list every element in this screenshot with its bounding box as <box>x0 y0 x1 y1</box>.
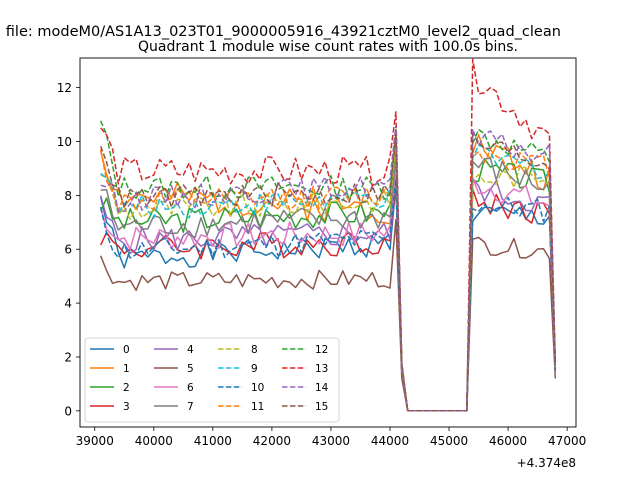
legend-box <box>84 337 340 423</box>
y-tick-label: 12 <box>57 81 72 95</box>
axis-ticks: 39000 40000 41000 42000 43000 44000 45000 46000… <box>57 81 587 448</box>
legend-label-10: 10 <box>251 382 264 394</box>
series-line-12 <box>100 120 557 412</box>
legend-label-7: 7 <box>187 401 194 413</box>
x-tick-label: 43000 <box>312 434 350 448</box>
legend-label-4: 4 <box>187 344 194 356</box>
y-tick-label: 6 <box>64 243 72 257</box>
x-tick-label: 46000 <box>489 434 527 448</box>
legend-label-9: 9 <box>251 363 258 375</box>
plot-lines <box>99 58 557 412</box>
y-tick-label: 0 <box>64 404 72 418</box>
legend-label-5: 5 <box>187 363 194 375</box>
x-tick-label: 47000 <box>548 434 586 448</box>
x-tick-label: 40000 <box>135 434 173 448</box>
series-line-15 <box>99 132 557 412</box>
x-tick-label: 41000 <box>194 434 232 448</box>
series-line-13 <box>100 58 557 412</box>
series-line-7 <box>100 156 557 412</box>
chart-title: Quadrant 1 module wise count rates with … <box>138 39 518 55</box>
x-offset-label: +4.374e8 <box>517 456 576 470</box>
legend-label-15: 15 <box>315 401 328 413</box>
legend-label-6: 6 <box>187 382 194 394</box>
y-tick-label: 2 <box>64 350 72 364</box>
legend-label-2: 2 <box>123 382 130 394</box>
legend-label-1: 1 <box>123 363 130 375</box>
series-line-10 <box>99 178 557 412</box>
series-line-9 <box>100 138 557 412</box>
legend-label-8: 8 <box>251 344 258 356</box>
x-tick-label: 44000 <box>371 434 409 448</box>
figure-suptitle: n file: modeM0/AS1A13_023T01_9000005916_… <box>0 24 561 40</box>
x-tick-label: 39000 <box>76 434 114 448</box>
legend-label-11: 11 <box>251 401 264 413</box>
series-line-1 <box>99 133 557 412</box>
legend-label-3: 3 <box>123 401 130 413</box>
series-line-5 <box>100 218 557 412</box>
legend-label-13: 13 <box>315 363 328 375</box>
legend-label-0: 0 <box>123 344 130 356</box>
legend-label-14: 14 <box>315 382 329 394</box>
series-line-4 <box>99 173 557 412</box>
x-tick-label: 45000 <box>430 434 468 448</box>
series-line-2 <box>100 151 557 412</box>
x-tick-label: 42000 <box>253 434 291 448</box>
series-line-14 <box>100 124 557 412</box>
series-line-8 <box>100 140 557 412</box>
axes-frame <box>79 57 577 428</box>
legend-label-12: 12 <box>315 344 328 356</box>
y-tick-label: 10 <box>57 135 72 149</box>
y-tick-label: 4 <box>64 297 72 311</box>
series-line-6 <box>99 173 557 412</box>
y-tick-label: 8 <box>64 189 72 203</box>
